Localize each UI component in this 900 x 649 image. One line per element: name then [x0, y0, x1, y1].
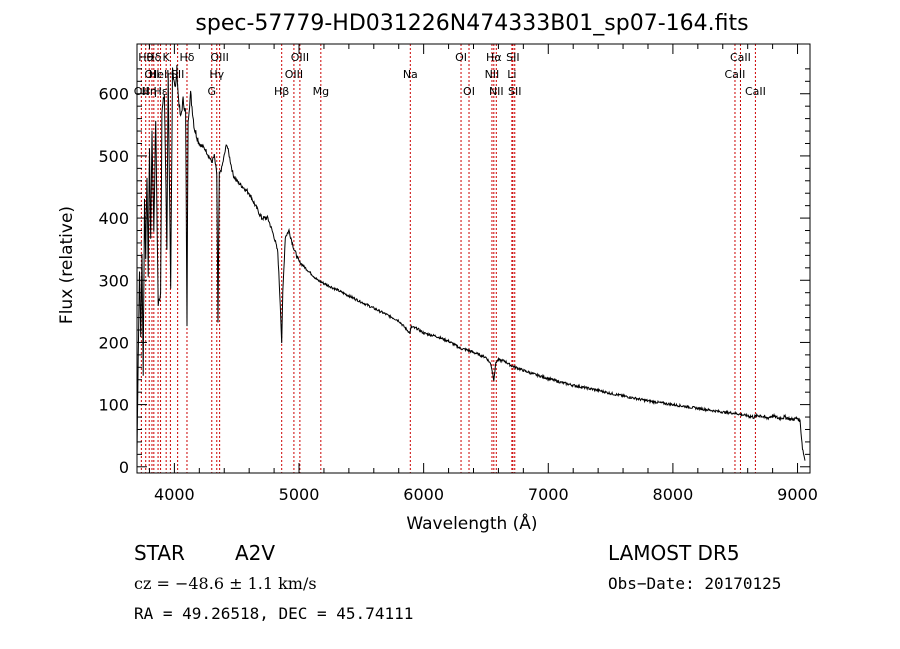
observation-date: Obs−Date: 20170125	[608, 574, 782, 593]
line-marker-label: Hθ	[138, 51, 153, 64]
spectrum-chart: spec-57779-HD031226N474333B01_sp07-164.f…	[57, 11, 818, 534]
object-subclass: A2V	[235, 541, 276, 565]
line-marker-label: CaII	[725, 68, 746, 81]
y-tick-label: 600	[98, 85, 129, 104]
line-marker-label: HeI	[149, 68, 167, 81]
line-marker-label: OII	[144, 68, 159, 81]
line-marker-label: Hδ	[179, 51, 194, 64]
y-tick-label: 500	[98, 147, 129, 166]
line-marker-label: Hα	[486, 51, 502, 64]
line-marker-label: Hβ	[274, 85, 289, 98]
plot-frame	[136, 43, 811, 474]
chart-title: spec-57779-HD031226N474333B01_sp07-164.f…	[195, 11, 748, 36]
line-marker-labels: OIIHθHηOIIHδHeIHεKHSIIHδGHγOIIIHβOIIIOII…	[134, 51, 766, 98]
line-marker-label: Hδ	[146, 51, 161, 64]
y-tick-label: 400	[98, 209, 129, 228]
line-marker-label: Na	[403, 68, 418, 81]
y-axis-label: Flux (relative)	[57, 206, 77, 324]
line-marker-label: Mg	[313, 85, 329, 98]
x-tick-label: 9000	[777, 485, 818, 504]
line-marker-label: Hη	[142, 85, 157, 98]
x-tick-label: 5000	[279, 485, 320, 504]
x-axis-label: Wavelength (Å)	[406, 512, 537, 534]
y-axis-ticks: 0 100 200 300 400 500 600	[98, 68, 810, 477]
line-marker-label: Li	[507, 68, 516, 81]
x-tick-label: 8000	[653, 485, 694, 504]
line-marker-label: OIII	[210, 51, 228, 64]
coordinates: RA = 49.26518, DEC = 45.74111	[134, 604, 414, 623]
line-marker-label: K	[163, 51, 171, 64]
line-marker-label: OII	[134, 85, 149, 98]
object-class: STAR	[134, 541, 185, 565]
line-marker-label: SII	[508, 85, 521, 98]
line-marker-label: OIII	[285, 68, 303, 81]
line-marker-label: CaII	[730, 51, 751, 64]
line-marker-label: OIII	[291, 51, 309, 64]
redshift-velocity: cz = −48.6 ± 1.1 km/s	[134, 574, 317, 593]
line-marker-label: Hε	[153, 85, 167, 98]
x-tick-label: 4000	[154, 485, 195, 504]
x-axis-ticks: 4000 5000 6000 7000 8000 9000	[148, 44, 818, 504]
line-marker-label: NII	[485, 68, 500, 81]
x-tick-label: 6000	[403, 485, 444, 504]
line-marker-label: OI	[463, 85, 475, 98]
line-marker-label: SII	[506, 51, 519, 64]
line-marker-label: H	[166, 68, 174, 81]
line-marker-label: G	[208, 85, 217, 98]
y-tick-label: 300	[98, 271, 129, 290]
survey-name: LAMOST DR5	[608, 541, 740, 565]
line-markers	[140, 44, 756, 473]
x-tick-label: 7000	[528, 485, 569, 504]
line-marker-label: CaII	[745, 85, 766, 98]
y-tick-label: 0	[119, 458, 129, 477]
y-tick-label: 200	[98, 333, 129, 352]
spectrum-line	[136, 64, 806, 461]
line-marker-label: Hγ	[209, 68, 224, 81]
line-marker-label: OI	[455, 51, 467, 64]
line-marker-label: NII	[489, 85, 504, 98]
y-tick-label: 100	[98, 396, 129, 415]
